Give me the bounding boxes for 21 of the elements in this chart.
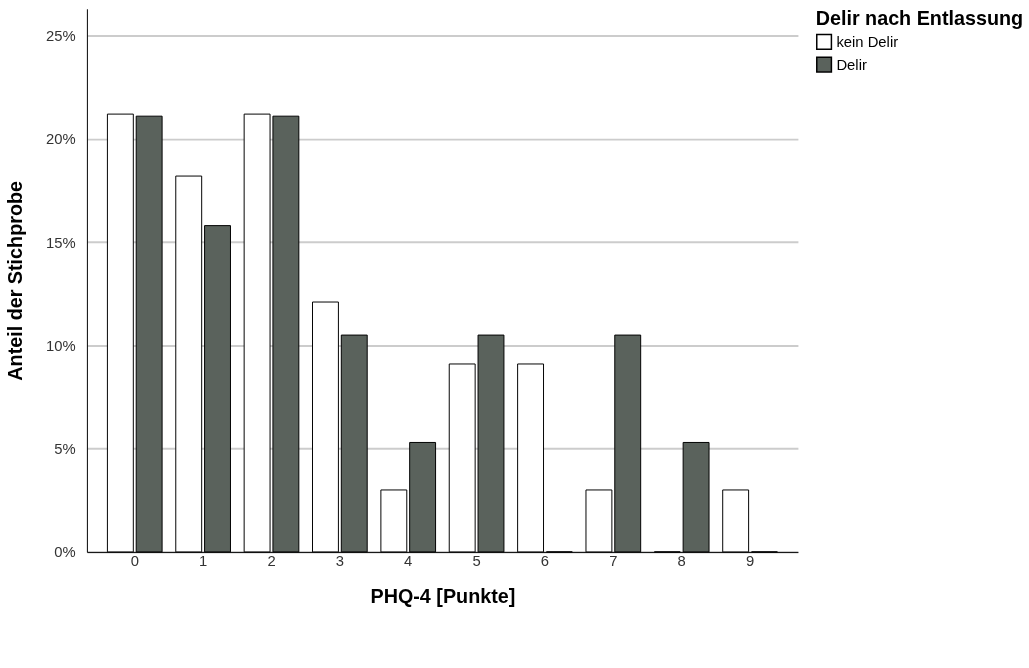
- x-tick-label: 4: [404, 553, 413, 570]
- x-tick-label: 6: [540, 553, 550, 570]
- x-tick-label: 2: [267, 553, 276, 570]
- y-tick-label: 20%: [45, 131, 76, 148]
- x-tick-label: 0: [130, 553, 139, 570]
- y-tick-label: 25%: [45, 28, 76, 45]
- x-axis-title: PHQ-4 [Punkte]: [370, 584, 516, 607]
- x-tick-label: 5: [472, 553, 481, 570]
- x-tick-label: 7: [609, 553, 618, 570]
- y-tick-label: 15%: [45, 234, 76, 251]
- y-tick-label: 10%: [45, 337, 76, 354]
- legend-label: Delir: [836, 56, 867, 73]
- y-axis-title: Anteil der Stichprobe: [4, 180, 27, 381]
- x-tick-label: 1: [199, 553, 208, 570]
- x-tick-label: 9: [745, 553, 755, 570]
- legend-title: Delir nach Entlassung: [815, 6, 1024, 29]
- x-tick-label: 3: [335, 553, 344, 570]
- legend-label: kein Delir: [836, 33, 899, 50]
- y-tick-label: 5%: [54, 441, 76, 458]
- y-tick-label: 0%: [54, 544, 76, 561]
- x-tick-label: 8: [677, 553, 686, 570]
